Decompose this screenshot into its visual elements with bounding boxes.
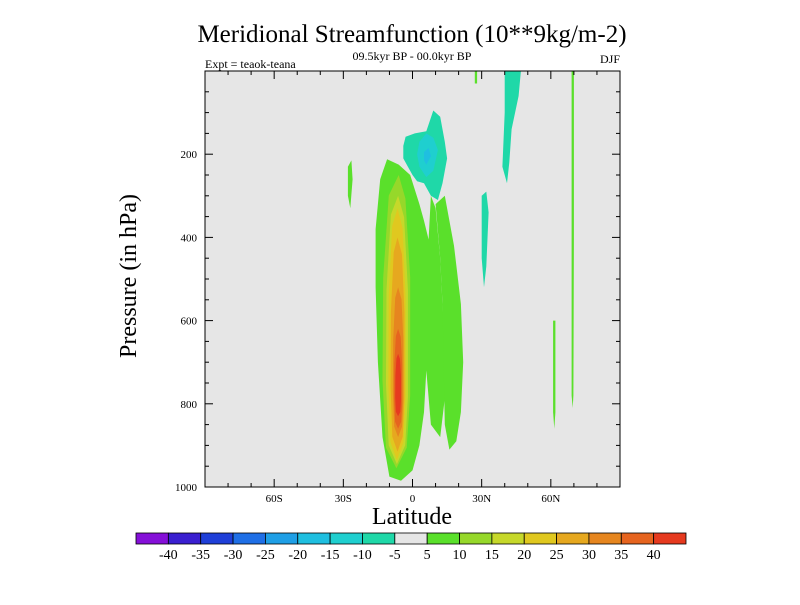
colorbar-label: -25 bbox=[256, 548, 275, 563]
colorbar-swatch bbox=[523, 532, 557, 545]
negative-strip-45n bbox=[502, 71, 521, 184]
colorbar-swatch bbox=[232, 532, 266, 545]
negative-strip-32n bbox=[481, 191, 489, 288]
colorbar-label: 20 bbox=[517, 548, 531, 563]
colorbar-label: -35 bbox=[191, 548, 210, 563]
colorbar-swatch bbox=[459, 532, 493, 545]
colorbar-label: -10 bbox=[353, 548, 372, 563]
contour-fills bbox=[347, 71, 574, 481]
colorbar-label: -20 bbox=[288, 548, 307, 563]
colorbar-swatch bbox=[135, 532, 169, 545]
y-tick-label: 200 bbox=[181, 149, 198, 161]
colorbar-label: 5 bbox=[424, 548, 431, 563]
colorbar-swatch bbox=[394, 532, 428, 545]
colorbar bbox=[135, 532, 687, 545]
positive-strip-70n bbox=[571, 71, 574, 408]
colorbar-label: 30 bbox=[582, 548, 596, 563]
colorbar-label: -40 bbox=[159, 548, 178, 563]
colorbar-label: -15 bbox=[321, 548, 340, 563]
colorbar-label: 10 bbox=[453, 548, 467, 563]
colorbar-swatch bbox=[265, 532, 299, 545]
y-tick-label: 400 bbox=[181, 232, 198, 244]
colorbar-label: -5 bbox=[389, 548, 401, 563]
x-tick-labels: 60S 30S 0 30N 60N bbox=[266, 493, 561, 505]
x-axis-label: Latitude bbox=[372, 504, 452, 530]
colorbar-label: -30 bbox=[224, 548, 243, 563]
colorbar-labels: -40 -35 -30 -25 -20 -15 -10 -5 5 10 15 20 25 30 35 40 bbox=[159, 548, 661, 563]
positive-strip-28n bbox=[474, 71, 478, 84]
y-tick-label: 1000 bbox=[175, 482, 198, 494]
colorbar-swatch bbox=[556, 532, 590, 545]
y-tick-labels: 200 400 600 800 1000 bbox=[175, 149, 198, 494]
colorbar-swatch bbox=[167, 532, 202, 545]
colorbar-label: 40 bbox=[647, 548, 661, 563]
y-tick-label: 600 bbox=[181, 316, 198, 328]
colorbar-swatch bbox=[620, 532, 655, 545]
colorbar-label: 15 bbox=[485, 548, 499, 563]
negative-cell-upper-15 bbox=[424, 148, 431, 165]
positive-cell-40 bbox=[395, 353, 401, 417]
colorbar-label: 35 bbox=[614, 548, 628, 563]
axis-ticks bbox=[205, 71, 620, 488]
positive-strip-60n bbox=[553, 320, 556, 429]
colorbar-swatch bbox=[329, 532, 363, 545]
chart-title: Meridional Streamfunction (10**9kg/m-2) bbox=[197, 21, 626, 48]
chart-subtitle: 09.5kyr BP - 00.0kyr BP bbox=[353, 49, 472, 63]
positive-lobe-5 bbox=[435, 195, 464, 450]
x-tick-label: 60N bbox=[541, 493, 560, 505]
colorbar-swatch bbox=[200, 532, 234, 545]
colorbar-swatch bbox=[362, 532, 396, 545]
y-axis-label: Pressure (in hPa) bbox=[116, 194, 142, 358]
experiment-label: Expt = teaok-teana bbox=[205, 57, 296, 71]
x-tick-label: 30S bbox=[335, 493, 352, 505]
colorbar-swatch bbox=[426, 532, 460, 545]
colorbar-swatch bbox=[653, 532, 687, 545]
x-tick-label: 60S bbox=[266, 493, 283, 505]
season-label: DJF bbox=[600, 52, 620, 66]
colorbar-swatch bbox=[297, 532, 331, 545]
x-tick-label: 30N bbox=[472, 493, 491, 505]
colorbar-swatch bbox=[588, 532, 622, 545]
colorbar-swatch bbox=[491, 532, 525, 545]
y-tick-label: 800 bbox=[181, 399, 198, 411]
positive-strip-27s bbox=[347, 160, 353, 209]
x-tick-label: 0 bbox=[410, 493, 416, 505]
colorbar-label: 25 bbox=[550, 548, 564, 563]
